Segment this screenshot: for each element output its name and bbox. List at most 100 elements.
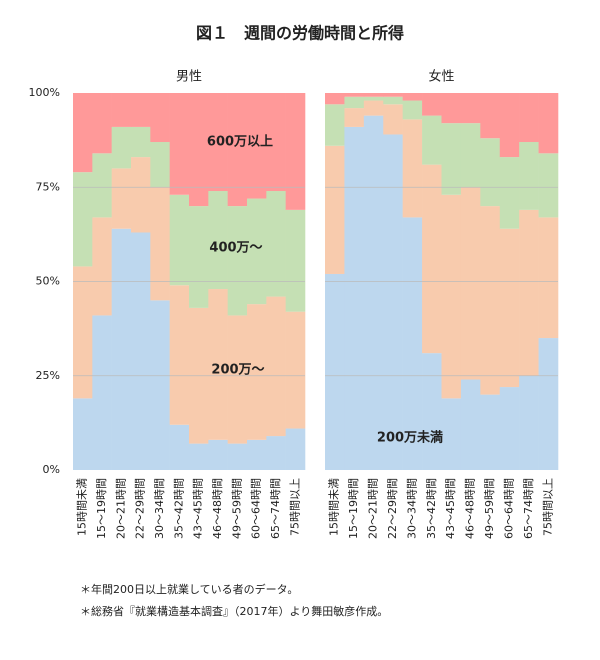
- bar-segment: [499, 387, 520, 470]
- bar-segment: [538, 93, 559, 154]
- bar-segment: [422, 93, 442, 116]
- bar-segment: [131, 157, 151, 233]
- bar-segment: [266, 296, 286, 437]
- bar-segment: [344, 126, 365, 471]
- bar-segment: [363, 96, 384, 101]
- series-label: 400万～: [209, 241, 262, 256]
- series-label: 200万未満: [377, 430, 443, 446]
- bar-segment: [227, 315, 248, 444]
- bar-segment: [422, 115, 442, 165]
- footnote: ＊年間200日以上就業している者のデータ。: [80, 582, 298, 596]
- bar-segment: [519, 375, 539, 470]
- bar-segment: [480, 206, 501, 395]
- panel-title: 男性: [176, 70, 202, 85]
- bar-segment: [402, 217, 423, 470]
- bar-segment: [150, 300, 170, 470]
- bar-segment: [73, 172, 93, 267]
- y-tick-label: 100%: [29, 86, 60, 99]
- bar-segment: [247, 93, 267, 199]
- bar-segment: [363, 93, 384, 97]
- bar-segment: [402, 119, 423, 218]
- bar-segment: [441, 194, 462, 399]
- bar-segment: [247, 439, 267, 470]
- series-label: 200万～: [211, 363, 264, 378]
- bar-segment: [325, 273, 345, 470]
- bar-segment: [227, 93, 248, 207]
- x-tick-label: 15時間未満: [76, 478, 89, 536]
- bar-segment: [189, 206, 209, 308]
- bar-segment: [402, 100, 423, 120]
- bar-segment: [422, 164, 442, 354]
- bar-segment: [344, 108, 365, 127]
- bar-segment: [111, 93, 132, 127]
- bar-segment: [285, 93, 306, 210]
- bar-segment: [285, 209, 306, 312]
- bar-segment: [111, 168, 132, 229]
- series-label: 600万以上: [207, 135, 273, 150]
- bar-segment: [208, 289, 228, 440]
- bar-segment: [402, 93, 423, 101]
- y-tick-label: 50%: [36, 275, 60, 288]
- x-tick-label: 49～59時間: [230, 478, 243, 539]
- bar-segment: [363, 100, 384, 116]
- bar-segment: [325, 93, 345, 105]
- bar-segment: [460, 93, 481, 124]
- bar-segment: [383, 96, 403, 105]
- x-tick-label: 30～34時間: [405, 478, 418, 539]
- x-tick-label: 15～19時間: [95, 478, 108, 539]
- bar-segment: [519, 93, 539, 143]
- bar-segment: [169, 285, 190, 425]
- x-tick-label: 20～21時間: [114, 478, 127, 539]
- bar-segment: [285, 311, 306, 429]
- x-tick-label: 20～21時間: [367, 478, 380, 539]
- bar-segment: [480, 394, 501, 470]
- bar-segment: [499, 228, 520, 388]
- bar-segment: [285, 428, 306, 470]
- x-tick-label: 43～45時間: [192, 478, 205, 539]
- x-tick-label: 60～64時間: [250, 478, 263, 539]
- bar-segment: [131, 126, 151, 158]
- y-tick-label: 0%: [43, 463, 60, 476]
- x-tick-label: 15～19時間: [347, 478, 360, 539]
- bar-segment: [111, 228, 132, 470]
- bar-segment: [266, 436, 286, 470]
- chart-title: 図１ 週間の労働時間と所得: [196, 24, 404, 43]
- bar-segment: [480, 93, 501, 139]
- bar-segment: [266, 191, 286, 297]
- bar-segment: [460, 123, 481, 188]
- x-tick-label: 75時間以上: [541, 478, 554, 536]
- bar-segment: [208, 439, 228, 470]
- bar-segment: [92, 315, 112, 470]
- bar-segment: [227, 443, 248, 470]
- x-tick-label: 22～29時間: [134, 478, 147, 539]
- x-tick-label: 15時間未満: [328, 478, 341, 536]
- bar-segment: [383, 93, 403, 97]
- bar-segment: [344, 93, 365, 97]
- bar-segment: [73, 266, 93, 399]
- x-tick-label: 75時間以上: [288, 478, 301, 536]
- bar-segment: [538, 217, 559, 339]
- y-tick-label: 75%: [36, 180, 60, 193]
- x-tick-label: 60～64時間: [502, 478, 515, 539]
- bar-segment: [460, 379, 481, 470]
- bar-segment: [499, 157, 520, 229]
- bar-segment: [519, 209, 539, 376]
- x-tick-label: 35～42時間: [425, 478, 438, 539]
- bar-segment: [150, 142, 170, 188]
- panel-title: 女性: [428, 69, 454, 85]
- bar-segment: [441, 93, 462, 124]
- bar-segment: [247, 198, 267, 305]
- bar-segment: [169, 194, 190, 286]
- bar-segment: [499, 93, 520, 158]
- bar-segment: [383, 134, 403, 470]
- bar-segment: [92, 217, 112, 316]
- bar-segment: [227, 206, 248, 316]
- x-tick-label: 65～74時間: [269, 478, 282, 539]
- bar-segment: [111, 126, 132, 169]
- bar-segment: [363, 115, 384, 471]
- bar-segment: [344, 96, 365, 109]
- bar-segment: [131, 232, 151, 470]
- bar-segment: [460, 187, 481, 380]
- bar-segment: [441, 123, 462, 195]
